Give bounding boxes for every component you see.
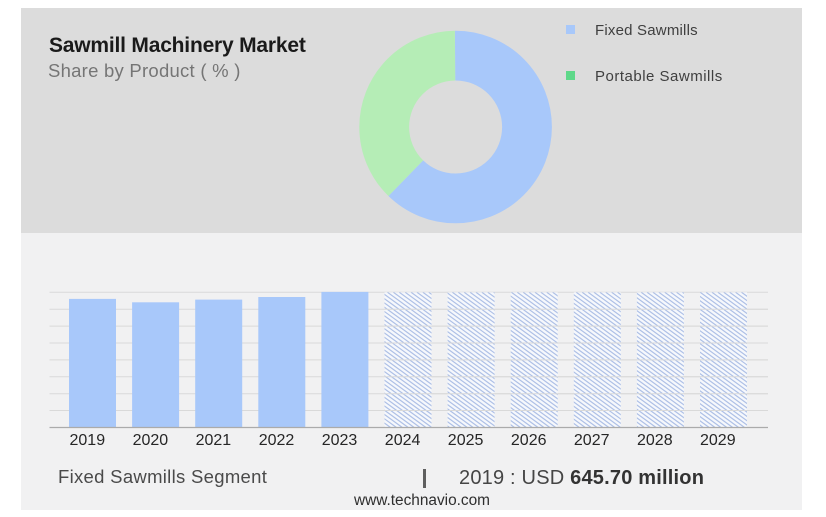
svg-text:2025: 2025 bbox=[448, 432, 484, 449]
svg-text:2022: 2022 bbox=[259, 432, 295, 449]
svg-text:2028: 2028 bbox=[637, 432, 673, 449]
svg-text:2024: 2024 bbox=[385, 432, 421, 449]
svg-text:2029: 2029 bbox=[700, 432, 736, 449]
svg-text:2023: 2023 bbox=[322, 432, 358, 449]
svg-text:2021: 2021 bbox=[196, 432, 232, 449]
svg-text:2020: 2020 bbox=[133, 432, 169, 449]
svg-text:2026: 2026 bbox=[511, 432, 547, 449]
svg-text:2019: 2019 bbox=[70, 432, 106, 449]
svg-text:2027: 2027 bbox=[574, 432, 610, 449]
